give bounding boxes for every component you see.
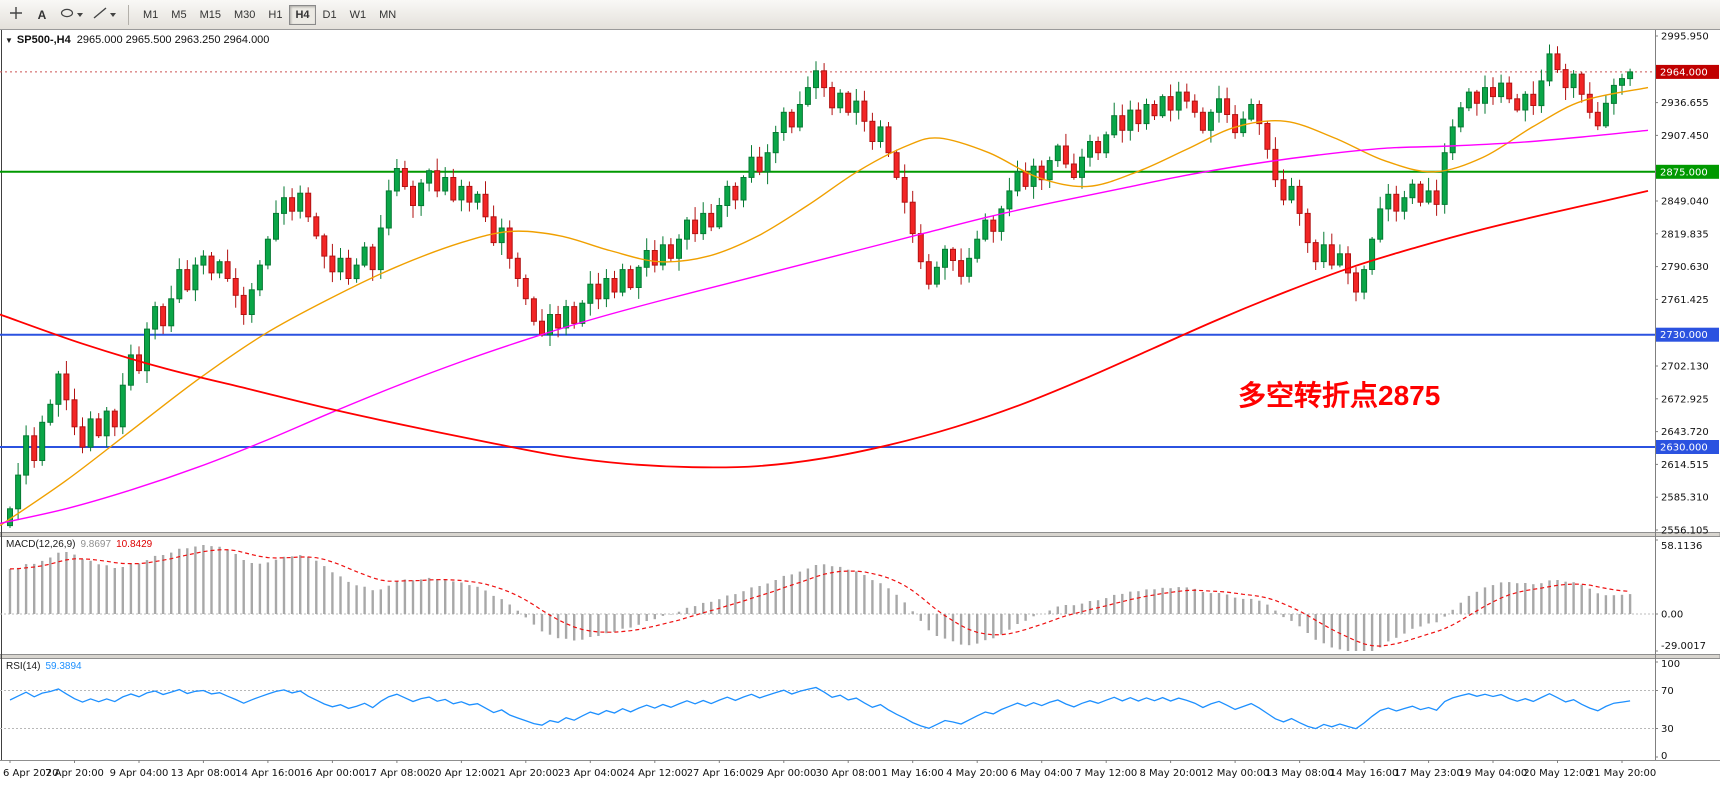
time-axis-label: 6 Apr 2020: [3, 768, 58, 779]
price-axis-label: 2790.630: [1661, 262, 1709, 273]
macd-axis-label: 58.1136: [1661, 541, 1702, 552]
rsi-axis-label: 0: [1661, 751, 1667, 762]
time-axis-label: 13 May 08:00: [1265, 768, 1334, 779]
shapes-icon: [60, 6, 74, 23]
timeframe-button-m30[interactable]: M30: [228, 5, 261, 25]
time-axis-label: 7 May 12:00: [1075, 768, 1137, 779]
time-axis-label: 9 Apr 04:00: [110, 768, 169, 779]
rsi-value: 59.3894: [45, 661, 82, 672]
time-axis-label: 16 Apr 00:00: [300, 768, 365, 779]
symbol-timeframe-label: SP500-,H4: [16, 34, 71, 46]
toolbar-separator: [128, 4, 129, 25]
time-axis-label: 23 Apr 04:00: [558, 768, 623, 779]
price-axis-label: 2643.720: [1661, 427, 1709, 438]
time-axis-label: 1 May 16:00: [882, 768, 944, 779]
time-axis-label: 14 May 16:00: [1330, 768, 1399, 779]
trendline-icon: [93, 6, 107, 23]
timeframe-button-mn[interactable]: MN: [373, 5, 402, 25]
macd-value-main: 9.8697: [80, 539, 112, 550]
timeframe-button-m5[interactable]: M5: [165, 5, 192, 25]
timeframe-button-m15[interactable]: M15: [194, 5, 227, 25]
price-axis-label: 2614.515: [1661, 460, 1709, 471]
chart-title: ▼ SP500-,H4 2965.000 2965.500 2963.250 296…: [5, 34, 269, 46]
time-axis-label: 14 Apr 16:00: [235, 768, 300, 779]
time-axis-label: 12 May 00:00: [1201, 768, 1270, 779]
text-tool-button[interactable]: A: [30, 4, 54, 26]
time-axis-label: 21 Apr 20:00: [493, 768, 558, 779]
time-axis-label: 17 Apr 08:00: [364, 768, 429, 779]
timeframe-button-w1[interactable]: W1: [344, 5, 373, 25]
macd-name: MACD(12,26,9): [6, 539, 76, 550]
time-axis-label: 24 Apr 12:00: [622, 768, 687, 779]
price-axis-label: 2936.655: [1661, 98, 1709, 109]
price-axis-tag: 2875.000: [1660, 167, 1708, 178]
price-axis-label: 2995.950: [1661, 32, 1709, 43]
time-axis-label: 6 May 04:00: [1011, 768, 1073, 779]
time-axis-label: 27 Apr 16:00: [687, 768, 752, 779]
price-axis-label: 2585.310: [1661, 493, 1709, 504]
rsi-axis-label: 30: [1661, 724, 1674, 735]
crosshair-icon: [9, 6, 23, 23]
macd-value-signal: 10.8429: [116, 539, 153, 550]
rsi-indicator-label: RSI(14) 59.3894: [6, 661, 82, 672]
price-axis[interactable]: [1655, 30, 1720, 760]
time-axis-label: 19 May 04:00: [1459, 768, 1528, 779]
price-axis-label: 2849.040: [1661, 197, 1709, 208]
time-axis-label: 20 May 12:00: [1523, 768, 1592, 779]
toolbar: A M1 M5 M15 M30 H1 H4 D1 W1 MN: [0, 0, 1720, 30]
price-axis-label: 2819.835: [1661, 229, 1709, 240]
time-axis-label: 30 Apr 08:00: [816, 768, 881, 779]
timeframe-button-d1[interactable]: D1: [317, 5, 343, 25]
price-axis-label: 2672.925: [1661, 394, 1709, 405]
symbol-dropdown-icon[interactable]: ▼: [5, 36, 13, 45]
price-axis-tag: 2630.000: [1660, 443, 1708, 454]
chevron-down-icon: [110, 12, 116, 17]
macd-axis-label: 0.00: [1661, 610, 1683, 621]
time-axis[interactable]: [0, 760, 1655, 788]
macd-indicator-label: MACD(12,26,9) 9.8697 10.8429: [6, 539, 152, 550]
macd-axis-label: -29.0017: [1661, 641, 1706, 652]
shapes-tool-button[interactable]: [56, 4, 87, 26]
time-axis-label: 21 May 20:00: [1588, 768, 1657, 779]
crosshair-tool-button[interactable]: [4, 4, 28, 26]
time-axis-label: 29 Apr 00:00: [751, 768, 816, 779]
time-axis-label: 20 Apr 12:00: [429, 768, 494, 779]
time-axis-label: 7 Apr 20:00: [45, 768, 104, 779]
price-axis-tag: 2964.000: [1660, 67, 1708, 78]
timeframe-button-h4[interactable]: H4: [289, 4, 316, 25]
ohlc-values: 2965.000 2965.500 2963.250 2964.000: [76, 34, 270, 46]
text-tool-icon: A: [37, 7, 47, 22]
timeframe-button-h1[interactable]: H1: [262, 5, 288, 25]
chart-annotation[interactable]: 多空转折点2875: [1238, 380, 1441, 411]
price-axis-label: 2761.425: [1661, 295, 1709, 306]
time-axis-label: 17 May 23:00: [1394, 768, 1463, 779]
price-axis-label: 2702.130: [1661, 362, 1709, 373]
lines-tool-button[interactable]: [89, 4, 120, 26]
time-axis-label: 4 May 20:00: [946, 768, 1008, 779]
rsi-axis-label: 100: [1661, 659, 1680, 670]
price-axis-label: 2556.105: [1661, 526, 1709, 537]
price-axis-tag: 2730.000: [1660, 330, 1708, 341]
price-axis-label: 2907.450: [1661, 131, 1709, 142]
rsi-axis-label: 70: [1661, 686, 1674, 697]
rsi-name: RSI(14): [6, 661, 41, 672]
timeframe-button-m1[interactable]: M1: [137, 5, 164, 25]
timeframe-toolbar: M1 M5 M15 M30 H1 H4 D1 W1 MN: [137, 4, 402, 25]
time-axis-label: 8 May 20:00: [1139, 768, 1201, 779]
time-axis-label: 13 Apr 08:00: [171, 768, 236, 779]
chevron-down-icon: [77, 12, 83, 17]
